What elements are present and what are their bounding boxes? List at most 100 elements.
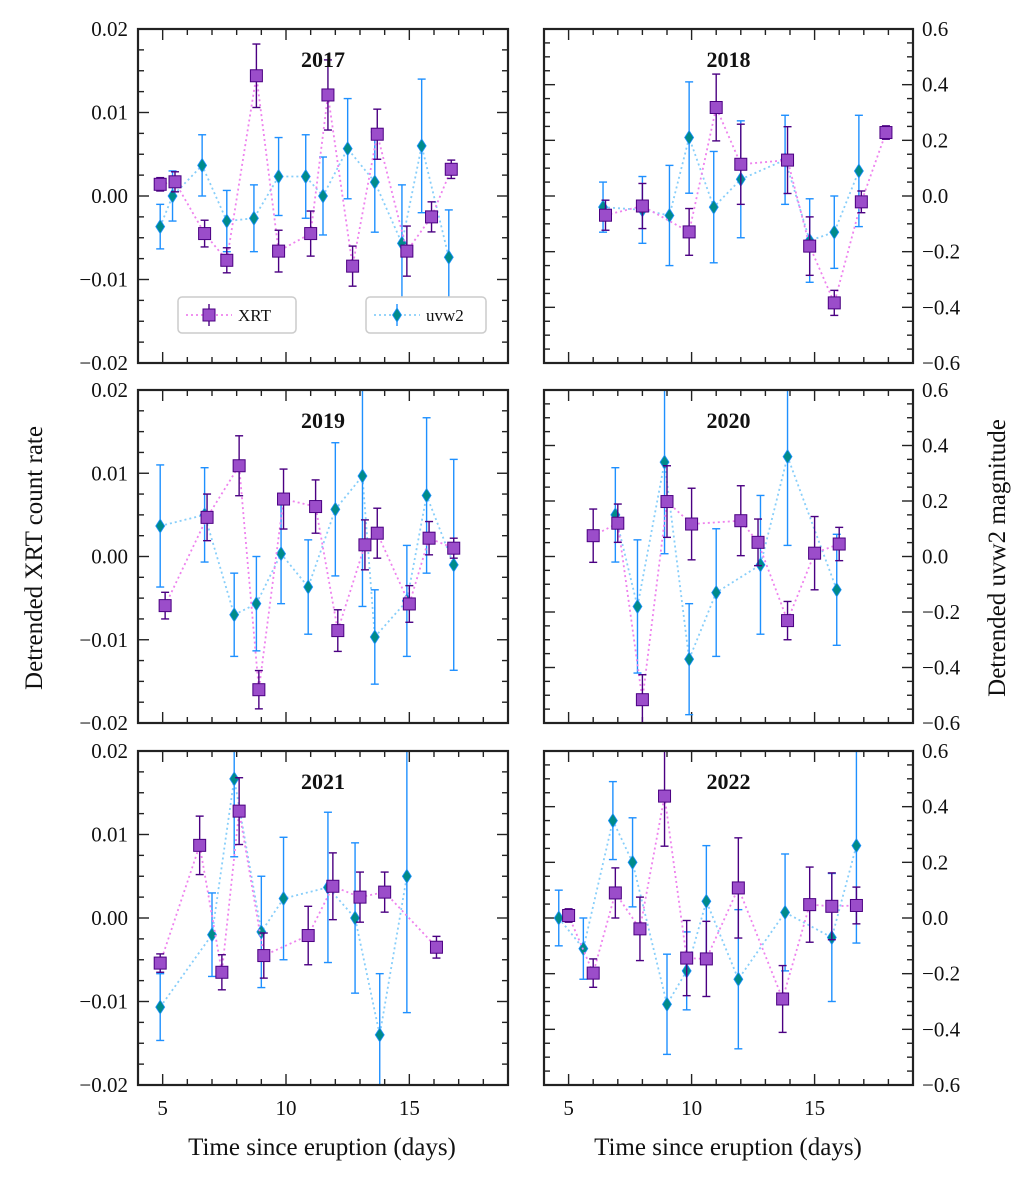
legend-label-uvw2: uvw2 [426,306,464,325]
data-point-xrt [220,253,234,267]
panel-2022: −0.6 −0.4 −0.2 0.0 0.2 0.4 0.6 5 10 15 2022 [542,739,961,1120]
data-point-xrt [277,492,291,506]
data-point-uvw2 [708,199,719,215]
data-point-uvw2 [229,607,240,623]
data-point-xrt [358,538,372,552]
x-axis-label-right: Time since eruption (days) [594,1134,862,1161]
x-axis-label-left: Time since eruption (days) [188,1134,456,1161]
data-point-xrt [808,546,822,560]
data-point-xrt [429,940,443,954]
x-tick-label: 5 [563,1096,574,1120]
x-tick-label: 15 [399,1096,420,1120]
data-point-xrt [444,162,458,176]
data-point-xrt [252,683,266,697]
panel-title: 2021 [301,769,345,794]
y-left-tick-label: −0.01 [79,990,128,1014]
data-point-uvw2 [632,598,643,615]
data-point-xrt [849,898,863,912]
data-point-xrt [562,908,576,922]
y-right-tick-label: 0.2 [922,850,948,874]
y-left-tick-label: −0.01 [79,268,128,292]
y-right-tick-label: 0.0 [922,906,948,930]
data-point-xrt [879,126,893,140]
data-point-uvw2 [553,910,564,926]
data-point-xrt [402,597,416,611]
y-left-tick-label: 0.00 [91,184,128,208]
data-point-uvw2 [369,629,380,645]
data-point-xrt [370,127,384,141]
data-point-uvw2 [197,157,208,174]
panel-2021: −0.02 −0.01 0.00 0.01 0.02 5 10 15 2021 [79,739,510,1120]
data-point-uvw2 [782,448,793,465]
y-left-tick-label: 0.02 [91,378,128,402]
data-point-xrt [633,922,647,936]
data-point-xrt [734,157,748,171]
data-point-xrt [635,199,649,213]
data-group [153,43,458,306]
data-point-uvw2 [248,210,259,227]
data-point-uvw2 [155,999,166,1015]
data-point-uvw2 [664,207,675,224]
data-point-uvw2 [443,249,454,265]
y-right-tick-label: 0.2 [922,128,948,152]
series-line-xrt [592,499,840,700]
y-left-tick-label: −0.02 [79,711,128,735]
data-point-xrt [751,535,765,549]
data-point-uvw2 [155,218,166,235]
data-point-uvw2 [330,501,341,518]
y-left-tick-label: 0.01 [91,101,128,125]
data-point-uvw2 [831,582,842,598]
data-point-xrt [776,992,790,1006]
series-line-xrt [164,462,455,690]
y-axis-label-left: Detrended XRT count rate [21,426,48,690]
data-point-xrt [734,514,748,528]
data-point-xrt [660,495,674,509]
data-point-uvw2 [416,138,427,154]
data-point-xrt [682,225,696,239]
y-right-tick-label: −0.6 [922,1073,960,1097]
data-point-uvw2 [342,140,353,157]
ticks-group [543,750,914,1086]
data-point-xrt [331,624,345,638]
data-point-xrt [168,175,182,189]
y-left-tick-label: 0.00 [91,906,128,930]
data-point-xrt [825,899,839,913]
data-point-xrt [257,949,271,963]
data-point-uvw2 [684,129,695,146]
data-point-xrt [422,531,436,545]
data-point-uvw2 [711,584,722,601]
x-tick-label: 10 [276,1096,297,1120]
data-point-xrt [153,956,167,970]
legend-box [365,296,487,334]
data-point-xrt [301,929,315,943]
data-point-xrt [781,614,795,628]
y-left-tick-label: 0.02 [91,739,128,763]
data-point-uvw2 [448,557,459,573]
data-point-uvw2 [401,868,412,884]
ticks-group [137,750,509,1086]
series-line-uvw2 [159,473,455,640]
panel-title: 2022 [707,769,751,794]
data-point-xrt [309,500,323,514]
data-point-xrt [215,965,229,979]
ticks-group [543,389,914,724]
data-point-xrt [198,227,212,241]
ticks-group [137,389,509,724]
data-point-uvw2 [733,971,744,987]
data-group [586,390,846,723]
data-point-uvw2 [853,163,864,179]
panel-title: 2020 [707,408,751,433]
panel-frame [542,27,915,365]
data-point-xrt [803,898,817,912]
data-point-uvw2 [251,595,262,612]
legend-marker-uvw2 [392,307,402,323]
data-point-xrt [153,177,167,191]
series-line-uvw2 [602,134,860,242]
panel-title: 2017 [301,47,345,72]
data-point-xrt [599,208,612,222]
panel-frame [542,749,915,1087]
data-point-xrt [608,886,622,900]
y-right-tick-label: 0.4 [922,795,949,819]
data-point-uvw2 [684,651,695,667]
y-axis-label-right: Detrended uvw2 magnitude [984,419,1011,697]
